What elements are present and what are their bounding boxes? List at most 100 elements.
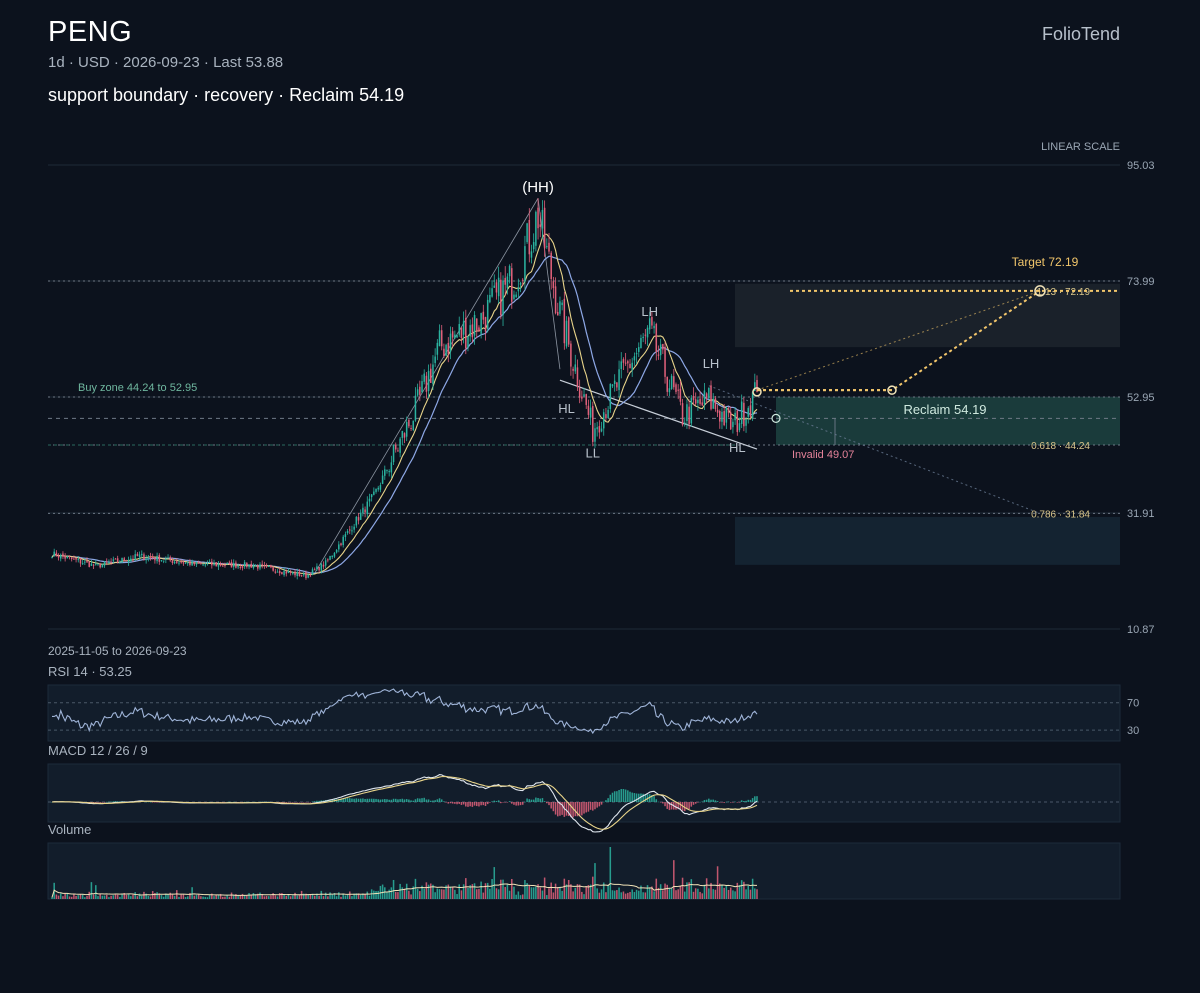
candle-body <box>351 530 353 532</box>
candle-body <box>200 562 202 564</box>
macd-histogram-bar <box>679 802 682 810</box>
macd-histogram-bar <box>556 802 559 817</box>
candle-body <box>114 558 117 560</box>
volume-bar <box>252 893 255 899</box>
y-tick-label: 10.87 <box>1127 624 1155 636</box>
candle-body <box>232 563 235 567</box>
candle-body <box>377 487 379 490</box>
volume-bar <box>587 885 590 899</box>
candle-body <box>478 327 480 332</box>
candle-body <box>99 563 101 568</box>
candle-body <box>673 376 675 388</box>
macd-histogram-bar <box>686 802 688 810</box>
macd-histogram-bar <box>283 802 285 803</box>
candle-body <box>681 403 684 425</box>
macd-histogram-bar <box>471 802 474 807</box>
candle-body <box>136 553 139 557</box>
candle-body <box>712 398 714 409</box>
macd-histogram-bar <box>440 799 443 802</box>
candle-body <box>305 572 307 579</box>
macd-histogram-bar <box>530 799 533 802</box>
macd-histogram-bar <box>594 802 596 810</box>
volume-bar <box>506 884 509 899</box>
candle-body <box>616 382 618 388</box>
candle-body <box>732 421 734 428</box>
candle-body <box>554 286 557 314</box>
candle-body <box>318 567 320 571</box>
volume-bar <box>563 878 566 899</box>
macd-histogram-bar <box>651 795 653 802</box>
macd-histogram-bar <box>677 802 679 810</box>
candle-body <box>491 288 493 297</box>
macd-histogram-bar <box>642 793 644 802</box>
candle-body <box>386 470 388 472</box>
buy-zone-label: Buy zone 44.24 to 52.95 <box>78 382 197 394</box>
volume-bar <box>289 896 292 899</box>
volume-bar <box>125 894 128 899</box>
candle-body <box>521 279 524 281</box>
macd-histogram-bar <box>508 801 511 802</box>
y-tick-label: 52.95 <box>1127 392 1155 404</box>
candle-body <box>101 564 104 568</box>
candle-body <box>740 401 743 424</box>
volume-bar <box>624 893 627 899</box>
macd-histogram-bar <box>348 798 351 802</box>
volume-bar <box>749 889 752 899</box>
candle-body <box>729 412 732 430</box>
candle-body <box>454 334 456 339</box>
candle-body <box>524 246 526 282</box>
volume-ma-line <box>51 883 758 898</box>
candle-body <box>296 571 298 577</box>
volume-bar <box>215 895 217 899</box>
macd-histogram-bar <box>659 802 662 803</box>
macd-histogram-bar <box>355 798 358 802</box>
candle-body <box>697 399 699 404</box>
volume-bar <box>75 896 77 899</box>
volume-bar <box>176 890 178 899</box>
macd-histogram-bar <box>587 802 590 812</box>
candle-body <box>384 469 386 476</box>
rsi-line <box>52 688 758 735</box>
volume-bar <box>664 883 666 899</box>
macd-histogram-bar <box>491 801 493 802</box>
macd-histogram-bar <box>421 798 423 802</box>
pivot-label: LH <box>703 356 720 371</box>
volume-bar <box>471 884 474 899</box>
volume-bar <box>333 893 336 899</box>
candle-body <box>550 252 552 280</box>
candle-body <box>246 562 248 568</box>
candle-body <box>445 344 447 356</box>
macd-histogram-bar <box>546 802 548 804</box>
volume-bar <box>456 894 458 899</box>
volume-bar <box>567 880 570 899</box>
candle-body <box>651 316 653 326</box>
macd-histogram-bar <box>99 802 101 803</box>
candle-body <box>208 561 211 563</box>
candle-body <box>110 561 112 563</box>
candle-body <box>123 558 126 561</box>
candle-body <box>171 560 174 563</box>
macd-histogram-bar <box>399 799 401 802</box>
macd-histogram-bar <box>228 801 231 803</box>
volume-bar <box>283 894 285 899</box>
volume-bar <box>327 896 329 899</box>
volume-bar <box>697 888 699 899</box>
candle-body <box>705 393 708 399</box>
volume-bar <box>248 893 250 899</box>
candle-body <box>648 318 651 330</box>
candle-body <box>734 412 736 421</box>
volume-bar <box>694 888 697 899</box>
macd-histogram-bar <box>589 802 592 810</box>
candle-body <box>329 555 331 560</box>
volume-bar <box>232 895 235 899</box>
candle-body <box>397 450 399 452</box>
candle-body <box>322 564 325 567</box>
candle-body <box>182 562 185 564</box>
macd-histogram-bar <box>521 802 524 805</box>
macd-histogram-bar <box>751 798 754 802</box>
volume-bar <box>357 893 360 899</box>
macd-histogram-bar <box>375 798 377 802</box>
candle-body <box>294 571 296 576</box>
volume-bar <box>145 893 147 899</box>
macd-histogram-bar <box>738 802 741 803</box>
